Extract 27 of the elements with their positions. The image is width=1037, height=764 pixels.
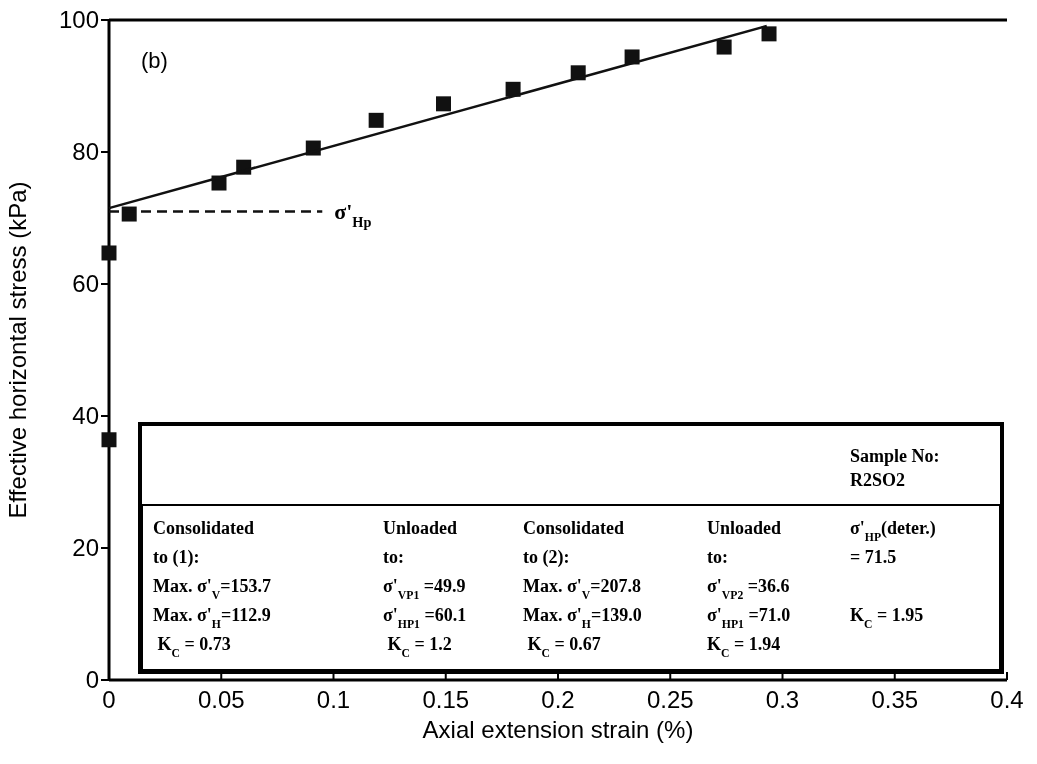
y-tick-label: 40 <box>72 402 99 430</box>
point <box>436 96 452 112</box>
table-box: Sample No: R2SO2 Consolidated to (1): Max. σ'$_{V}$=153.7 Max. σ'$_{H}$=112.9 K$_{C}$ = 0.73 Unloaded to: σ'$_{VP1}$ =49.9 σ'$_{HP1}$ =60.1 K$_{C}$ = 1.2 Consolidated to (2): Max. σ'$_{V}$=207.8 Max. σ'$_{H}$=139.0 K$_{C}$ = 0.67 Unloaded to: σ'$_{VP2}$ =36.6 σ'$_{HP1}$ =71.0 K$_{C}$ = 1.94 σ'$_{HP}$(deter.) = 71.5 K$_{C}$ = 1.95 <box>138 422 1004 674</box>
x-tick-label: 0.1 <box>316 686 351 713</box>
x-tick-label: 0.25 <box>646 686 694 713</box>
x-tick-label: 0.35 <box>871 686 919 713</box>
annotation: (b) <box>141 48 168 73</box>
y-tick-label: 0 <box>85 666 99 694</box>
point <box>101 432 117 448</box>
point <box>761 26 777 42</box>
y-tick-label: 100 <box>58 6 99 34</box>
x-tick-label: 0.3 <box>765 686 800 713</box>
y-axis-title: Effective horizontal stress (kPa) <box>4 181 31 519</box>
annotation: σ'$_{Hp}$ <box>334 199 372 231</box>
point <box>716 39 732 55</box>
x-tick-label: 0.2 <box>541 686 575 713</box>
y-tick-label: 60 <box>72 270 99 298</box>
point <box>101 245 117 261</box>
x-tick-label: 0.4 <box>990 686 1024 713</box>
x-tick-label: 0.15 <box>422 686 470 713</box>
y-tick-label: 80 <box>72 138 99 166</box>
x-axis-title: Axial extension strain (%) <box>422 716 694 743</box>
point <box>368 112 384 128</box>
annotation: Sample No: R2SO2 <box>850 446 940 490</box>
x-tick-label: 0 <box>102 686 116 713</box>
x-tick-label: 0.05 <box>197 686 245 713</box>
y-tick-label: 20 <box>72 534 99 562</box>
